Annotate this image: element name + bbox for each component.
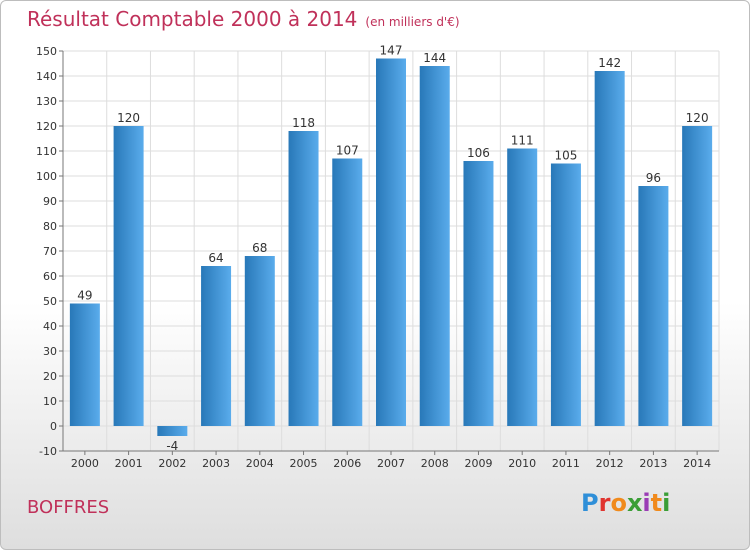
axes: -10 0 10 20 30 40 50 60 70 80 90 100 110 120 130 140 150… bbox=[36, 45, 719, 470]
bar-2001 bbox=[113, 126, 144, 426]
x-tick-label: 2006 bbox=[333, 457, 361, 470]
data-label-2006: 107 bbox=[336, 144, 359, 158]
data-label-2014: 120 bbox=[686, 111, 709, 125]
y-tick-label: 70 bbox=[43, 245, 57, 258]
x-tick-label: 2002 bbox=[158, 457, 186, 470]
x-tick-label: 2012 bbox=[596, 457, 624, 470]
bar-2003 bbox=[201, 266, 232, 426]
x-tick-label: 2011 bbox=[552, 457, 580, 470]
data-label-2012: 142 bbox=[598, 56, 621, 70]
data-label-2005: 118 bbox=[292, 116, 315, 130]
bar-2011 bbox=[550, 163, 581, 426]
proxiti-logo[interactable]: Proxiti bbox=[581, 489, 670, 517]
bar-2007 bbox=[376, 58, 406, 426]
data-label-2002: -4 bbox=[166, 439, 178, 453]
y-tick-label: 100 bbox=[36, 170, 57, 183]
bar-2005 bbox=[288, 131, 319, 426]
bar-2010 bbox=[507, 148, 538, 426]
bar-2002 bbox=[157, 426, 188, 436]
bar-2000 bbox=[69, 303, 100, 426]
logo-letter: r bbox=[598, 489, 611, 517]
data-label-2010: 111 bbox=[511, 134, 534, 148]
x-tick-label: 2008 bbox=[421, 457, 449, 470]
y-tick-label: 30 bbox=[43, 345, 57, 358]
y-tick-label: 110 bbox=[36, 145, 57, 158]
x-tick-label: 2004 bbox=[246, 457, 274, 470]
data-label-2007: 147 bbox=[380, 44, 403, 58]
y-tick-label: 90 bbox=[43, 195, 57, 208]
data-label-2008: 144 bbox=[423, 51, 446, 65]
chart-title-text: Résultat Comptable 2000 à 2014 bbox=[27, 7, 358, 31]
x-tick-label: 2005 bbox=[290, 457, 318, 470]
y-tick-label: 50 bbox=[43, 295, 57, 308]
logo-letter: x bbox=[626, 489, 643, 517]
y-tick-label: 40 bbox=[43, 320, 57, 333]
y-tick-label: 10 bbox=[43, 395, 57, 408]
labels: 49 120 -4 64 68 118 107 147 144 106 111 105 142 96 120 bbox=[77, 44, 708, 454]
chart-title: Résultat Comptable 2000 à 2014 (en millie… bbox=[27, 7, 460, 31]
y-tick-label: -10 bbox=[39, 445, 57, 458]
x-tick-label: 2009 bbox=[464, 457, 492, 470]
logo-letter: o bbox=[610, 489, 627, 517]
data-label-2000: 49 bbox=[77, 289, 92, 303]
data-label-2009: 106 bbox=[467, 146, 490, 160]
y-tick-label: 130 bbox=[36, 95, 57, 108]
data-label-2001: 120 bbox=[117, 111, 140, 125]
bar-2012 bbox=[594, 71, 625, 426]
bar-2009 bbox=[463, 161, 494, 426]
x-tick-label: 2003 bbox=[202, 457, 230, 470]
x-tick-label: 2014 bbox=[683, 457, 711, 470]
data-label-2004: 68 bbox=[252, 241, 267, 255]
y-tick-label: 150 bbox=[36, 45, 57, 58]
logo-letter: i bbox=[642, 489, 651, 517]
x-tick-label: 2013 bbox=[639, 457, 667, 470]
bar-2014 bbox=[682, 126, 713, 426]
y-tick-label: 20 bbox=[43, 370, 57, 383]
x-tick-label: 2010 bbox=[508, 457, 536, 470]
logo-letter: i bbox=[662, 489, 671, 517]
y-tick-label: 60 bbox=[43, 270, 57, 283]
y-tick-label: 0 bbox=[50, 420, 57, 433]
logo-letter: P bbox=[581, 489, 599, 517]
y-tick-label: 140 bbox=[36, 70, 57, 83]
x-tick-label: 2001 bbox=[115, 457, 143, 470]
y-tick-label: 80 bbox=[43, 220, 57, 233]
chart-subtitle: (en milliers d'€) bbox=[365, 15, 460, 29]
y-tick-label: 120 bbox=[36, 120, 57, 133]
data-label-2003: 64 bbox=[208, 251, 223, 265]
bar-2004 bbox=[244, 256, 275, 426]
bars bbox=[69, 58, 713, 436]
x-tick-label: 2007 bbox=[377, 457, 405, 470]
x-tick-label: 2000 bbox=[71, 457, 99, 470]
bar-2008 bbox=[419, 66, 450, 426]
city-name: BOFFRES bbox=[27, 497, 110, 518]
data-label-2011: 105 bbox=[554, 149, 577, 163]
data-label-2013: 96 bbox=[646, 171, 661, 185]
bar-2013 bbox=[638, 186, 669, 426]
bar-2006 bbox=[332, 158, 363, 426]
logo-letter: t bbox=[650, 489, 663, 517]
